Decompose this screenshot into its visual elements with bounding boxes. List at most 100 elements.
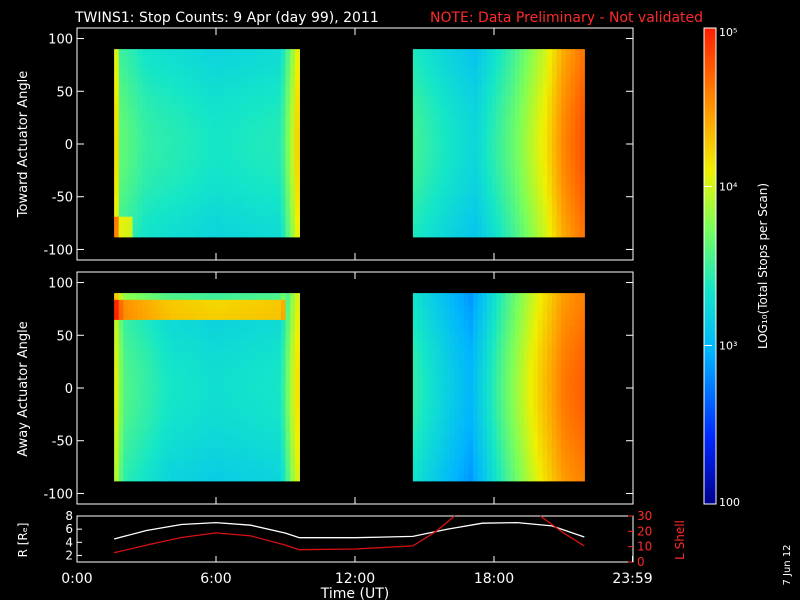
heatmap-cell <box>280 440 287 448</box>
heatmap-cell <box>220 340 226 348</box>
heatmap-cell <box>267 427 273 435</box>
heatmap-cell <box>290 116 296 124</box>
heatmap-cell <box>174 55 180 64</box>
heatmap-cell <box>137 203 143 211</box>
heatmap-cell <box>192 386 198 395</box>
heatmap-cell <box>128 353 134 361</box>
heatmap-cell <box>211 62 217 70</box>
heatmap-cell <box>463 69 470 77</box>
heatmap-cell <box>575 210 581 218</box>
heatmap-cell <box>183 467 189 475</box>
heatmap-cell <box>542 89 548 97</box>
heatmap-cell <box>146 96 152 104</box>
heatmap-cell <box>290 373 296 381</box>
heatmap-cell <box>505 393 511 401</box>
heatmap-cell <box>473 306 479 314</box>
heatmap-cell <box>141 122 148 131</box>
heatmap-cell <box>248 109 254 117</box>
heatmap-cell <box>225 467 231 475</box>
heatmap-cell <box>426 447 432 455</box>
heatmap-cell <box>294 196 300 204</box>
heatmap-cell <box>229 413 236 422</box>
heatmap-cell <box>294 440 300 448</box>
heatmap-cell <box>426 360 432 368</box>
heatmap-cell <box>463 407 470 415</box>
heatmap-cell <box>165 373 171 381</box>
heatmap-cell <box>514 467 520 475</box>
heatmap-cell <box>118 55 124 64</box>
heatmap-cell <box>505 49 511 57</box>
heatmap-cell <box>565 75 571 84</box>
y-tick-label: 0 <box>65 138 73 153</box>
heatmap-cell <box>192 203 198 211</box>
heatmap-cell <box>575 447 581 455</box>
heatmap-cell <box>487 109 493 117</box>
heatmap-cell <box>510 353 516 361</box>
heatmap-cell <box>178 319 185 328</box>
heatmap-cell <box>169 116 175 124</box>
heatmap-cell <box>165 380 171 388</box>
heatmap-cell <box>253 96 259 104</box>
heatmap-cell <box>243 49 249 57</box>
heatmap-cell <box>412 129 419 137</box>
heatmap-cell <box>538 169 544 178</box>
heatmap-cell <box>188 156 194 164</box>
heatmap-cell <box>225 196 231 204</box>
heatmap-cell <box>510 433 516 442</box>
heatmap-cell <box>454 413 460 422</box>
heatmap-cell <box>500 196 507 204</box>
heatmap-cell <box>463 440 470 448</box>
heatmap-cell <box>547 230 553 238</box>
heatmap-cell <box>436 203 442 211</box>
heatmap-cell <box>579 216 585 224</box>
heatmap-cell <box>151 210 157 218</box>
heatmap-cell <box>229 447 236 455</box>
heatmap-cell <box>542 433 548 442</box>
heatmap-cell <box>243 210 249 218</box>
heatmap-cell <box>496 223 502 231</box>
heatmap-cell <box>510 82 516 90</box>
heatmap-cell <box>579 196 585 204</box>
heatmap-cell <box>174 82 180 90</box>
heatmap-cell <box>519 299 525 308</box>
heatmap-cell <box>216 380 222 388</box>
heatmap-cell <box>412 313 419 321</box>
heatmap-cell <box>243 196 249 204</box>
heatmap-cell <box>463 122 470 131</box>
heatmap-cell <box>426 142 432 151</box>
heatmap-cell <box>290 467 296 475</box>
heatmap-cell <box>431 393 437 401</box>
heatmap-cell <box>141 183 148 191</box>
heatmap-cell <box>436 306 442 314</box>
heatmap-cell <box>188 176 194 184</box>
heatmap-cell <box>248 440 254 448</box>
heatmap-cell <box>519 55 525 64</box>
heatmap-cell <box>276 163 282 171</box>
heatmap-cell <box>132 306 138 314</box>
heatmap-cell <box>505 420 511 428</box>
heatmap-cell <box>440 413 446 422</box>
heatmap-cell <box>188 393 194 401</box>
heatmap-cell <box>561 427 567 435</box>
heatmap-cell <box>290 136 296 144</box>
heatmap-cell <box>422 116 428 124</box>
heatmap-cell <box>188 230 194 238</box>
heatmap-cell <box>271 163 277 171</box>
heatmap-cell <box>169 216 175 224</box>
heatmap-cell <box>151 163 157 171</box>
heatmap-cell <box>206 216 212 224</box>
heatmap-cell <box>482 413 488 422</box>
heatmap-cell <box>155 373 161 381</box>
heatmap-cell <box>450 454 456 462</box>
heatmap-cell <box>575 163 581 171</box>
heatmap-cell <box>290 196 296 204</box>
heatmap-cell <box>487 210 493 218</box>
heatmap-cell <box>473 440 479 448</box>
heatmap-cell <box>575 360 581 368</box>
heatmap-cell <box>114 386 120 395</box>
heatmap-cell <box>183 313 189 321</box>
heatmap-cell <box>500 216 507 224</box>
heatmap-cell <box>482 313 488 321</box>
heatmap-cell <box>151 293 157 301</box>
heatmap-cell <box>524 109 530 117</box>
